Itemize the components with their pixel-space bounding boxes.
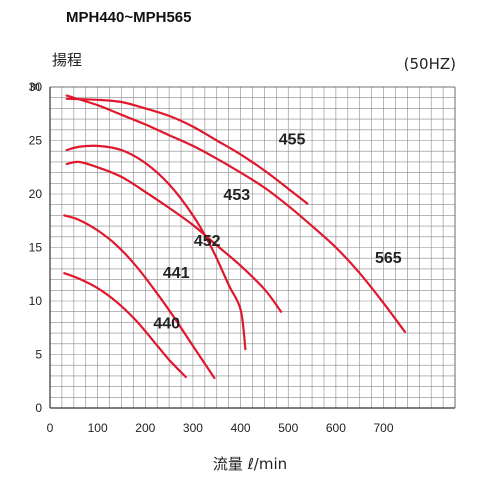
curve-452 — [65, 144, 247, 351]
x-tick-label: 100 — [88, 421, 108, 435]
y-axis-label: 揚程 — [52, 51, 82, 69]
y-tick-label: 10 — [29, 294, 43, 308]
y-tick-label: 20 — [29, 187, 43, 201]
x-tick-label: 500 — [278, 421, 298, 435]
x-tick-label: 400 — [231, 421, 251, 435]
y-tick-label: 5 — [35, 348, 42, 362]
y-tick-label: 25 — [29, 134, 43, 148]
curve-565 — [65, 94, 407, 334]
curve-441 — [63, 214, 216, 380]
curve-label-440: 440 — [153, 315, 180, 332]
y-tick-label: 0 — [35, 401, 42, 415]
x-tick-label: 600 — [326, 421, 346, 435]
x-tick-label: 300 — [183, 421, 203, 435]
curve-440 — [63, 272, 187, 379]
x-tick-label: 0 — [47, 421, 54, 435]
frequency-note: (50HZ) — [404, 55, 456, 73]
curve-label-565: 565 — [375, 250, 402, 267]
y-tick-label: 15 — [29, 241, 43, 255]
y-tick-label: 30 — [29, 80, 43, 94]
chart-axes — [49, 86, 456, 409]
y-axis-ticks: 0 5 10 15 20 25 30 — [29, 80, 43, 415]
y-axis-unit: m — [30, 79, 40, 93]
pump-curves — [63, 94, 407, 380]
x-axis-ticks: 0 100 200 300 400 500 600 700 — [47, 421, 394, 435]
x-tick-label: 700 — [374, 421, 394, 435]
curve-label-452: 452 — [194, 233, 221, 250]
curve-label-441: 441 — [163, 265, 190, 282]
chart-title: MPH440~MPH565 — [66, 9, 191, 26]
x-tick-label: 200 — [135, 421, 155, 435]
curve-label-453: 453 — [223, 187, 250, 204]
curve-label-455: 455 — [279, 131, 306, 148]
curve-453 — [65, 160, 283, 313]
x-axis-label: 流量 ℓ/min — [213, 455, 287, 473]
curve-455 — [65, 97, 309, 205]
chart-grid — [49, 86, 456, 409]
